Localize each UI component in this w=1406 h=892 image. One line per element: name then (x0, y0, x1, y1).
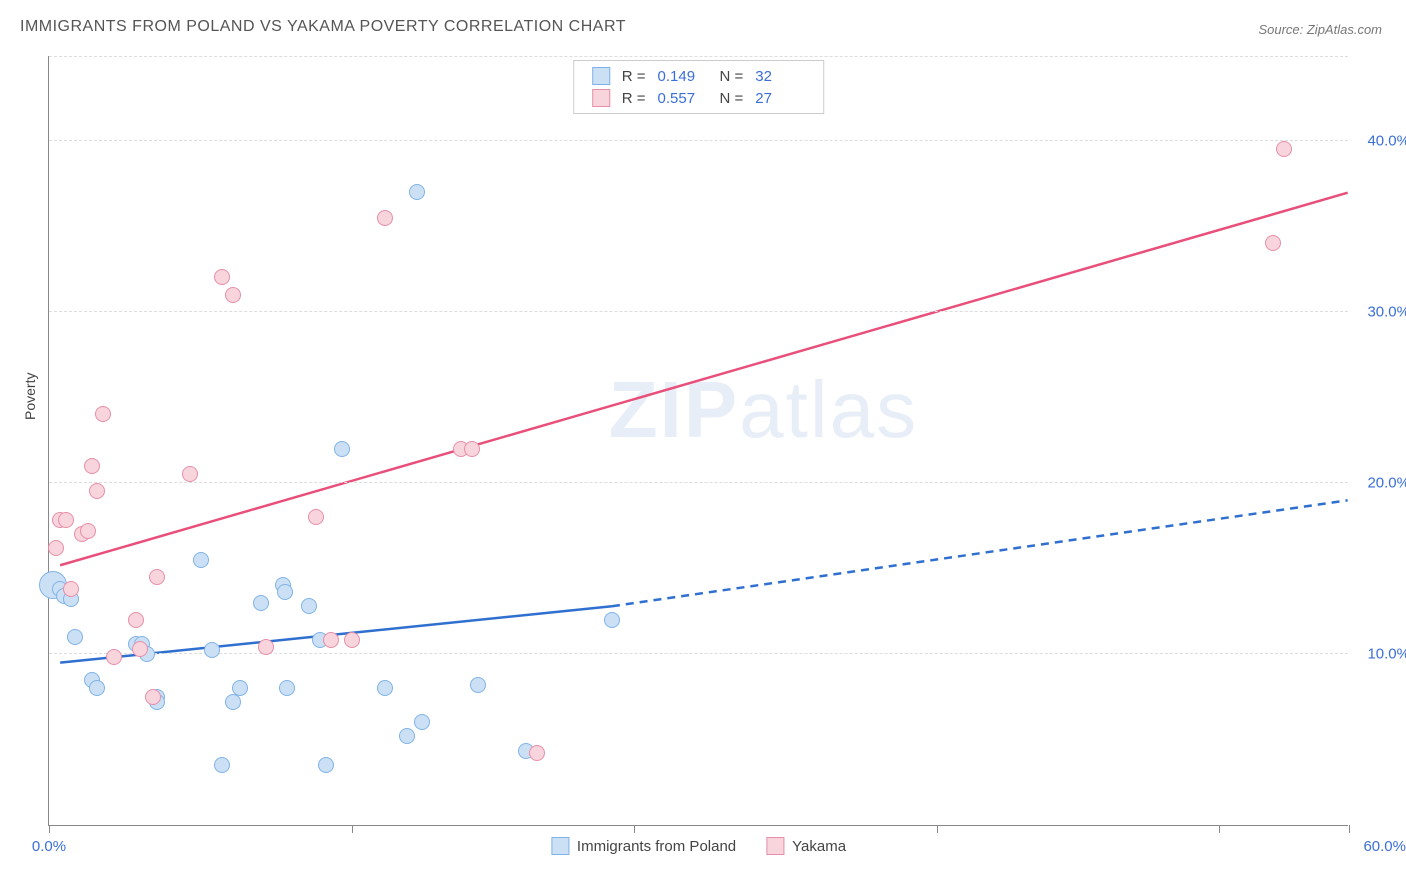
data-point (470, 677, 486, 693)
data-point (399, 728, 415, 744)
x-tick (937, 825, 938, 833)
legend-label-1: Immigrants from Poland (577, 838, 736, 855)
correlation-legend: R = 0.149 N = 32 R = 0.557 N = 27 (573, 60, 825, 114)
n-label: N = (720, 68, 744, 85)
swatch-series-2 (592, 89, 610, 107)
swatch-series-1 (592, 67, 610, 85)
data-point (132, 641, 148, 657)
data-point (318, 757, 334, 773)
y-tick-label: 10.0% (1367, 645, 1406, 662)
source-attribution: Source: ZipAtlas.com (1258, 22, 1382, 37)
data-point (1265, 235, 1281, 251)
data-point (344, 632, 360, 648)
data-point (89, 483, 105, 499)
data-point (409, 184, 425, 200)
data-point (308, 509, 324, 525)
data-point (214, 269, 230, 285)
data-point (277, 584, 293, 600)
x-tick (352, 825, 353, 833)
data-point (145, 689, 161, 705)
swatch-series-2 (766, 837, 784, 855)
trend-line (612, 500, 1348, 606)
data-point (193, 552, 209, 568)
x-tick-label: 0.0% (32, 838, 66, 855)
x-tick (1219, 825, 1220, 833)
data-point (301, 598, 317, 614)
data-point (89, 680, 105, 696)
legend-item-1: Immigrants from Poland (551, 837, 736, 855)
data-point (204, 642, 220, 658)
data-point (149, 569, 165, 585)
data-point (414, 714, 430, 730)
data-point (182, 466, 198, 482)
data-point (253, 595, 269, 611)
x-tick (49, 825, 50, 833)
data-point (128, 612, 144, 628)
series-legend: Immigrants from Poland Yakama (551, 837, 846, 855)
chart-title: IMMIGRANTS FROM POLAND VS YAKAMA POVERTY… (20, 18, 626, 36)
n-value-2: 27 (755, 90, 805, 107)
data-point (67, 629, 83, 645)
data-point (63, 581, 79, 597)
data-point (95, 406, 111, 422)
legend-label-2: Yakama (792, 838, 846, 855)
legend-row-series-1: R = 0.149 N = 32 (574, 65, 824, 87)
trend-line (60, 193, 1347, 566)
trend-lines-layer (49, 56, 1348, 825)
r-label: R = (622, 90, 646, 107)
data-point (225, 694, 241, 710)
data-point (106, 649, 122, 665)
data-point (84, 458, 100, 474)
data-point (214, 757, 230, 773)
x-tick (1349, 825, 1350, 833)
data-point (334, 441, 350, 457)
data-point (58, 512, 74, 528)
gridline (49, 140, 1348, 141)
data-point (323, 632, 339, 648)
data-point (529, 745, 545, 761)
swatch-series-1 (551, 837, 569, 855)
y-tick-label: 40.0% (1367, 132, 1406, 149)
y-axis-label: Poverty (22, 373, 38, 420)
legend-row-series-2: R = 0.557 N = 27 (574, 87, 824, 109)
data-point (1276, 141, 1292, 157)
data-point (225, 287, 241, 303)
data-point (279, 680, 295, 696)
x-tick (634, 825, 635, 833)
data-point (80, 523, 96, 539)
n-value-1: 32 (755, 68, 805, 85)
n-label: N = (720, 90, 744, 107)
data-point (48, 540, 64, 556)
data-point (604, 612, 620, 628)
plot-area: ZIPatlas R = 0.149 N = 32 R = 0.557 N = … (48, 56, 1348, 826)
r-value-1: 0.149 (658, 68, 708, 85)
data-point (377, 210, 393, 226)
gridline (49, 311, 1348, 312)
gridline (49, 56, 1348, 57)
legend-item-2: Yakama (766, 837, 846, 855)
gridline (49, 653, 1348, 654)
data-point (232, 680, 248, 696)
r-value-2: 0.557 (658, 90, 708, 107)
data-point (464, 441, 480, 457)
gridline (49, 482, 1348, 483)
data-point (258, 639, 274, 655)
y-tick-label: 20.0% (1367, 474, 1406, 491)
data-point (377, 680, 393, 696)
x-tick-label: 60.0% (1363, 838, 1406, 855)
r-label: R = (622, 68, 646, 85)
y-tick-label: 30.0% (1367, 303, 1406, 320)
